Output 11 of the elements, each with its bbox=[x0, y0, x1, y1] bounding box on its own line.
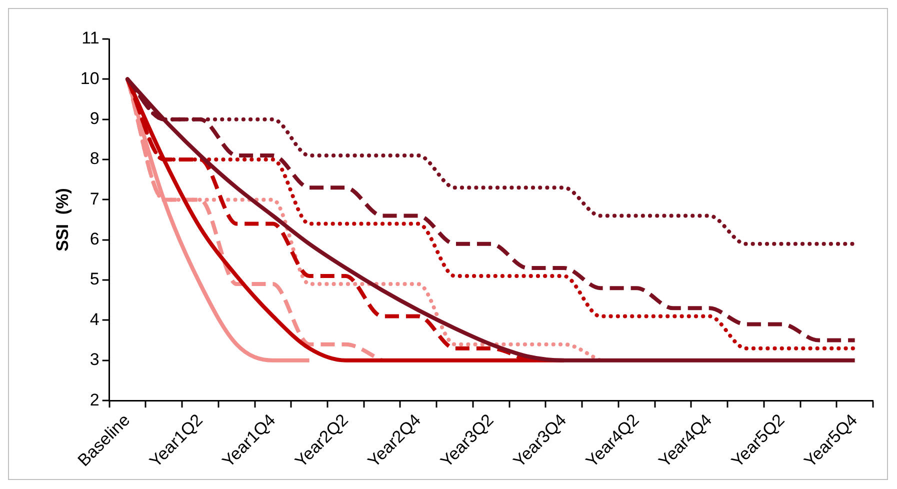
y-tick-label: 9 bbox=[90, 109, 100, 128]
y-axis-title: SSI (%) bbox=[52, 188, 72, 252]
y-tick-label: 7 bbox=[90, 189, 100, 208]
y-tick-label: 2 bbox=[90, 390, 100, 410]
y-tick-label: 10 bbox=[80, 68, 100, 88]
y-tick-label: 8 bbox=[90, 149, 100, 168]
y-tick-label: 3 bbox=[90, 350, 100, 370]
y-tick-label: 11 bbox=[82, 28, 100, 48]
y-tick-label: 6 bbox=[90, 230, 100, 249]
y-tick-label: 5 bbox=[90, 270, 100, 289]
y-tick-label: 4 bbox=[90, 310, 100, 329]
